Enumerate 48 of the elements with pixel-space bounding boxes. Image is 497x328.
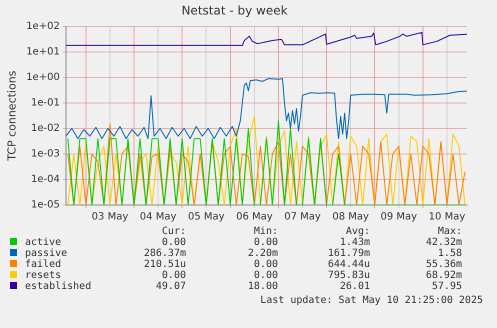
text: 68.92m: [424, 270, 462, 281]
text: 0.00: [160, 270, 186, 281]
text: 55.36m: [424, 259, 462, 270]
legend-label: resets: [25, 270, 62, 281]
text: 161.79m: [326, 248, 370, 259]
text: 49.07: [154, 281, 186, 292]
text: Max:: [436, 226, 462, 237]
y-tick-label: 1e-02: [30, 123, 60, 134]
x-tick-label: 04 May: [140, 212, 176, 223]
y-tick-label: 1e+01: [26, 46, 60, 58]
text: Avg:: [344, 226, 370, 237]
text: 0.00: [252, 237, 278, 248]
text: 644.44u: [326, 259, 370, 270]
text: Last update: Sat May 10 21:25:00 2025: [260, 295, 483, 306]
y-axis-title: TCP connections: [5, 70, 18, 162]
y-tick-label: 1e-01: [30, 98, 60, 109]
x-tick-label: 09 May: [380, 212, 418, 223]
legend-label: established: [25, 281, 92, 292]
text: 1.43m: [338, 237, 370, 248]
legend-label: active: [25, 237, 62, 248]
text: 26.01: [338, 281, 370, 292]
y-tick-label: 1e-05: [30, 200, 60, 211]
text: 0.00: [252, 270, 278, 281]
x-tick-label: 08 May: [332, 212, 370, 223]
x-tick-label: 07 May: [284, 212, 321, 223]
text: 57.95: [430, 281, 462, 292]
x-tick-label: 03 May: [92, 212, 128, 223]
legend-label: passive: [25, 248, 68, 259]
y-tick-label: 1e+00: [26, 72, 60, 84]
text: 286.37m: [142, 248, 186, 259]
text: 0.00: [160, 237, 186, 248]
text: 18.00: [246, 281, 278, 292]
text: 210.51u: [142, 259, 186, 270]
x-tick-label: 06 May: [236, 212, 273, 223]
x-tick-label: 10 May: [428, 212, 466, 223]
text: 42.32m: [424, 237, 462, 248]
text: Cur:: [160, 226, 186, 237]
text: 795.83u: [326, 270, 370, 281]
y-tick-label: 1e+02: [26, 20, 60, 32]
y-tick-label: 1e-03: [30, 148, 60, 160]
text: 1.58: [436, 248, 462, 259]
chart-title: Netstat - by week: [181, 3, 288, 18]
legend-label: failed: [25, 259, 62, 270]
text: 0.00: [252, 259, 278, 270]
text: Min:: [252, 226, 278, 237]
x-tick-label: 05 May: [188, 212, 225, 223]
y-tick-label: 1e-04: [30, 174, 60, 186]
text: 2.20m: [246, 248, 278, 259]
